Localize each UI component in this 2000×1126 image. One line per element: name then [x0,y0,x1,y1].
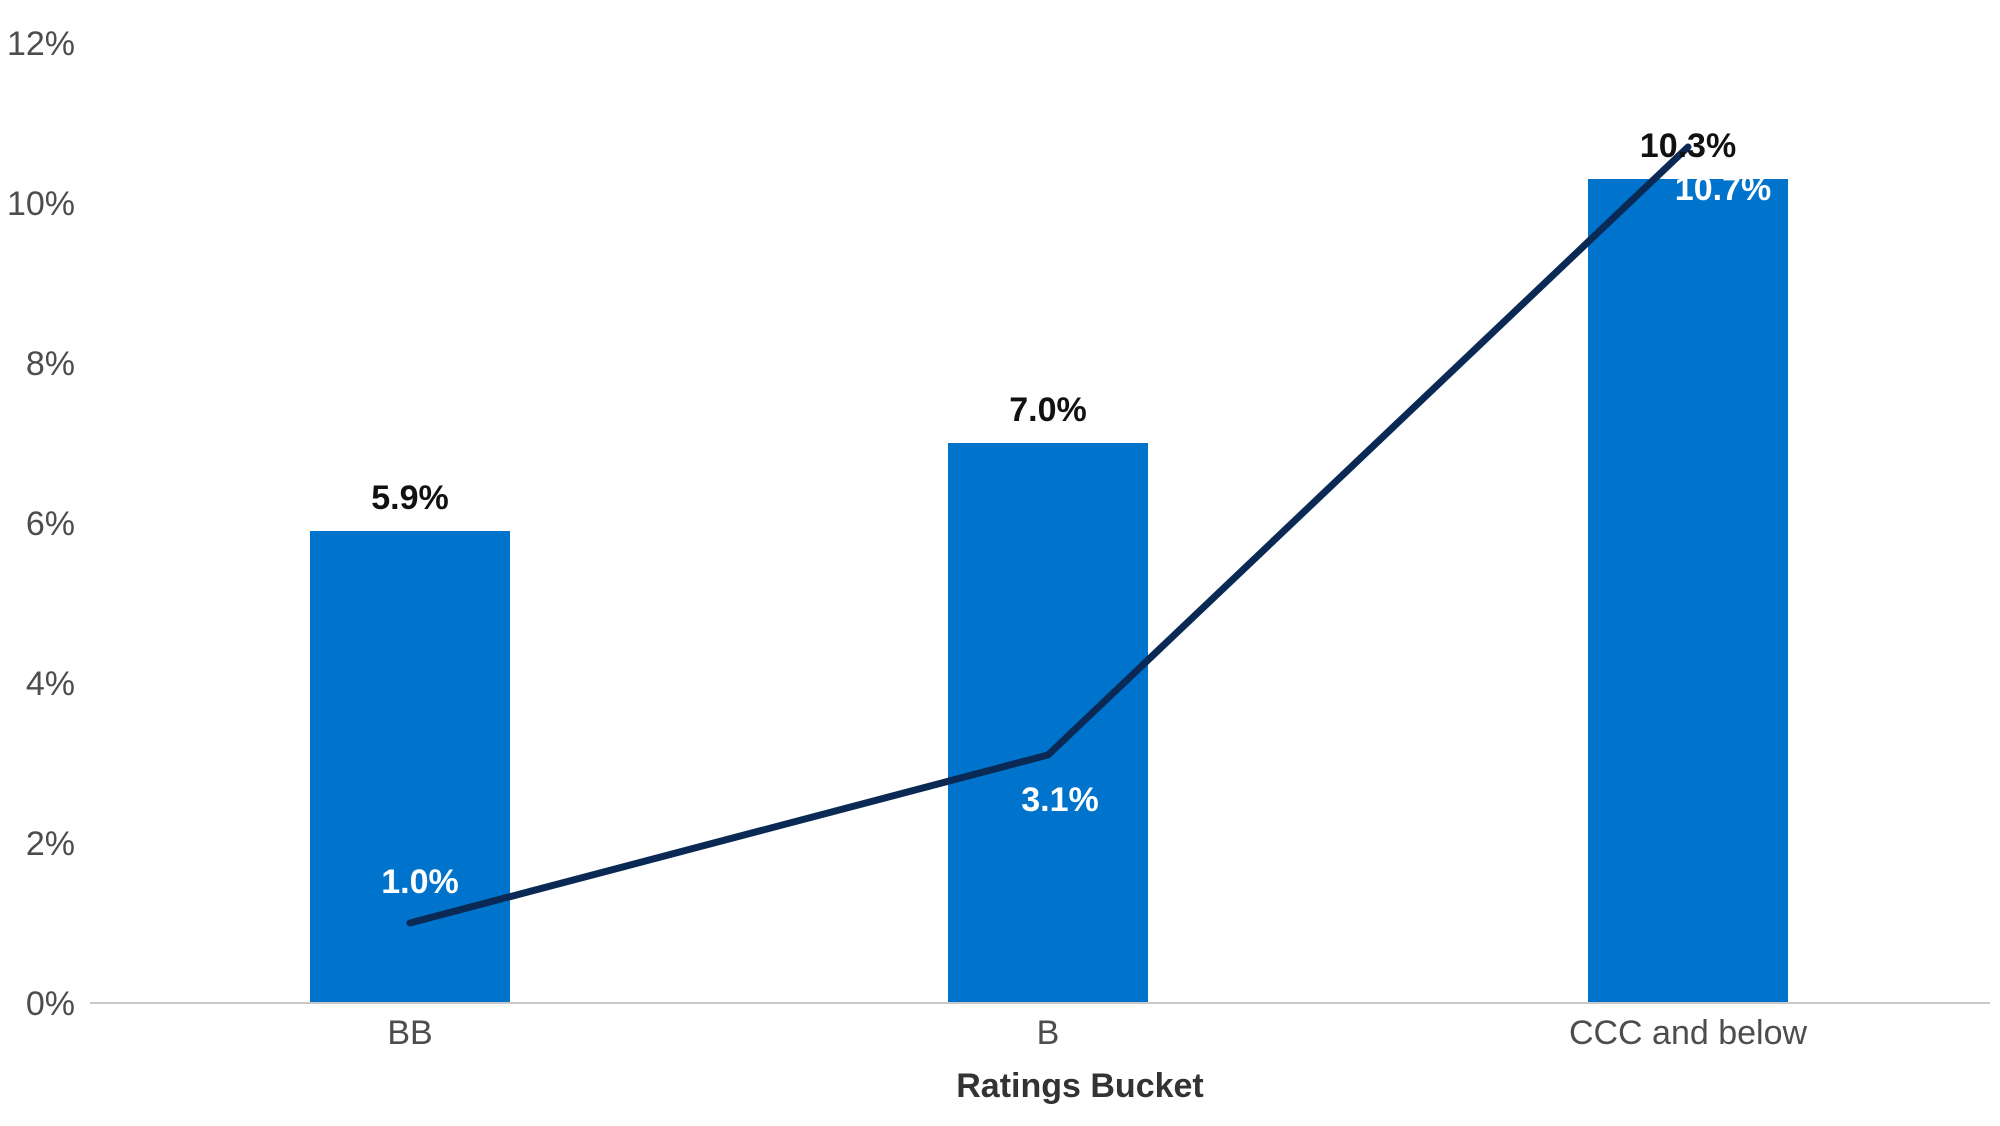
bar-value-labels: 5.9% 7.0% 10.3% [371,127,1736,517]
y-tick-label: 0% [26,985,75,1023]
category-labels: BB B CCC and below [387,1014,1807,1052]
x-axis-title: Ratings Bucket [956,1067,1204,1105]
line-series [406,143,1692,927]
line-value-labels: 1.0% 3.1% 10.7% [381,170,1771,901]
category-label: BB [387,1014,432,1052]
y-tick-label: 4% [26,665,75,703]
y-tick-label: 8% [26,345,75,383]
y-tick-label: 6% [26,505,75,543]
bar [1588,179,1788,1003]
bar-value-label: 5.9% [371,479,449,517]
category-label: B [1037,1014,1060,1052]
bar-value-label: 7.0% [1009,391,1087,429]
line-value-label: 3.1% [1021,781,1099,819]
y-tick-label: 10% [7,185,75,223]
bar [310,531,510,1003]
line-value-label: 10.7% [1675,170,1771,208]
bars [310,179,1788,1003]
line-series-path [406,143,1692,927]
bar-value-label: 10.3% [1640,127,1736,165]
line-value-label: 1.0% [381,863,459,901]
category-label: CCC and below [1569,1014,1808,1052]
y-tick-label: 2% [26,825,75,863]
y-axis-ticks: 0% 2% 4% 6% 8% 10% 12% [7,25,75,1023]
bar [948,443,1148,1003]
y-tick-label: 12% [7,25,75,63]
